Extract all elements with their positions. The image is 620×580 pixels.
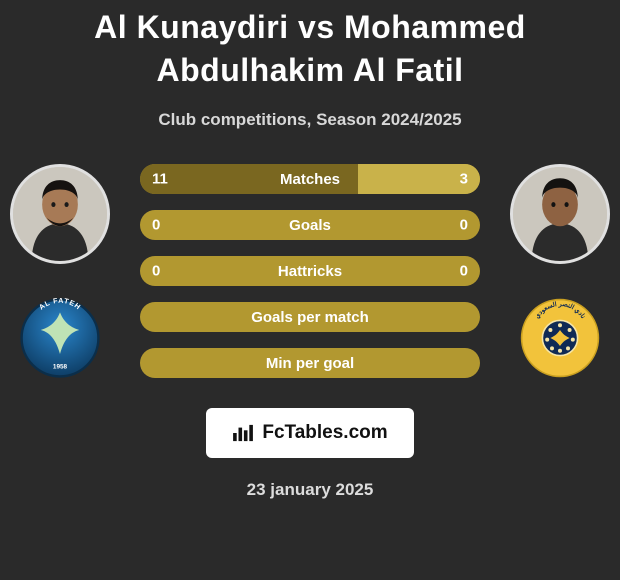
date-text: 23 january 2025 <box>0 480 620 500</box>
stat-row: 0 0 Hattricks <box>140 256 480 286</box>
svg-text:1958: 1958 <box>53 364 68 371</box>
player-left-avatar <box>10 164 110 264</box>
stat-label: Goals <box>289 217 331 234</box>
stat-row: 11 3 Matches <box>140 164 480 194</box>
stat-value-left: 0 <box>152 217 160 234</box>
stat-value-left: 0 <box>152 263 160 280</box>
club-left-crest-icon: AL FATEH 1958 <box>20 298 100 378</box>
stat-value-right: 0 <box>460 263 468 280</box>
stat-label: Min per goal <box>266 355 354 372</box>
stat-bars: 11 3 Matches 0 0 Goals 0 0 Hattricks Goals per ma… <box>140 164 480 394</box>
player-right-portrait-icon <box>513 167 607 261</box>
brand-text: FcTables.com <box>262 422 387 444</box>
footer: FcTables.com 23 january 2025 <box>0 408 620 500</box>
subtitle: Club competitions, Season 2024/2025 <box>0 110 620 130</box>
stat-row: Min per goal <box>140 348 480 378</box>
stat-value-left: 11 <box>152 171 168 188</box>
page-title: Al Kunaydiri vs Mohammed Abdulhakim Al F… <box>0 6 620 92</box>
bar-chart-icon <box>232 424 254 442</box>
stat-value-right: 3 <box>460 171 468 188</box>
player-left-portrait-icon <box>13 167 107 261</box>
stat-value-right: 0 <box>460 217 468 234</box>
stat-label: Matches <box>280 171 340 188</box>
club-right-crest-icon: نادي النصر السعودي <box>520 298 600 378</box>
comparison-stage: AL FATEH 1958 نادي النصر ال <box>0 164 620 404</box>
club-left-badge: AL FATEH 1958 <box>20 298 100 378</box>
player-right-avatar <box>510 164 610 264</box>
stat-label: Hattricks <box>278 263 342 280</box>
stat-row: Goals per match <box>140 302 480 332</box>
stat-label: Goals per match <box>251 309 369 326</box>
club-right-badge: نادي النصر السعودي <box>520 298 600 378</box>
brand-badge: FcTables.com <box>206 408 413 458</box>
comparison-card: Al Kunaydiri vs Mohammed Abdulhakim Al F… <box>0 0 620 580</box>
stat-row: 0 0 Goals <box>140 210 480 240</box>
